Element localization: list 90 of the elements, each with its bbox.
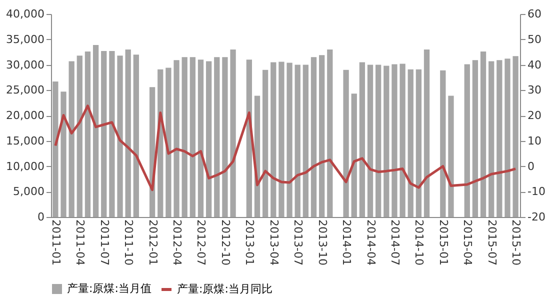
y2-tick-label: 30 (528, 84, 542, 97)
bar (117, 56, 123, 217)
bar (359, 62, 366, 217)
y2-tick-label: 0 (528, 160, 534, 173)
bar (206, 61, 212, 217)
bar (52, 82, 58, 217)
x-tick-label: 2011-10 (122, 220, 136, 266)
x-tick-label: 2014-07 (388, 220, 402, 266)
y-tick-label: 30,000 (6, 58, 44, 72)
y2-tick-label: -10 (528, 185, 546, 198)
x-tick-label: 2011-01 (49, 220, 62, 266)
y-tick-label: 10,000 (6, 160, 44, 173)
bar (125, 50, 131, 217)
x-tick-label: 2015-01 (436, 220, 450, 266)
bar (472, 60, 478, 217)
y-tick-label: 0 (38, 210, 44, 224)
bar (416, 69, 422, 217)
y-tick-label: 40,000 (6, 8, 44, 20)
bar (327, 50, 333, 217)
bar (262, 70, 268, 217)
bar (302, 64, 309, 217)
bar (166, 68, 172, 217)
bar (448, 96, 454, 217)
bar (174, 60, 180, 217)
bar (60, 92, 66, 217)
y-tick-label: 25,000 (6, 84, 44, 97)
x-tick-label: 2011-04 (74, 220, 87, 266)
bar (512, 56, 518, 217)
bar (440, 70, 446, 217)
bar (84, 52, 91, 217)
bar (133, 54, 139, 217)
bar (319, 55, 325, 217)
y-tick-label: 5,000 (13, 185, 44, 198)
bar (76, 56, 82, 217)
bar (190, 57, 196, 217)
x-tick-label: 2013-01 (243, 220, 256, 266)
bar (230, 50, 236, 217)
bar (343, 70, 349, 217)
y-tick-label: 15,000 (6, 134, 44, 148)
bar (222, 57, 228, 217)
x-tick-label: 2014-04 (364, 220, 378, 266)
x-tick-label: 2012-07 (194, 220, 208, 266)
bar (376, 64, 382, 217)
y2-tick-label: 10 (528, 134, 542, 148)
bar (101, 51, 107, 217)
bar (408, 69, 414, 217)
y2-tick-label: 50 (528, 32, 542, 46)
bar (294, 64, 300, 217)
bar (384, 66, 390, 217)
bar (214, 57, 220, 217)
bar (464, 64, 470, 217)
x-tick-label: 2011-07 (98, 220, 111, 266)
x-tick-label: 2015-04 (461, 220, 474, 266)
bar (351, 94, 357, 217)
y2-tick-label: 60 (528, 8, 542, 20)
bar (488, 61, 494, 217)
x-tick-label: 2013-04 (267, 220, 280, 266)
x-tick-label: 2014-10 (412, 220, 426, 266)
legend-label: 产量:原煤:当月同比 (177, 282, 272, 296)
bar (68, 61, 74, 217)
bar (310, 57, 317, 217)
bar (278, 62, 284, 217)
bar (198, 60, 204, 217)
line-series (54, 104, 517, 192)
x-tick-label: 2012-10 (218, 220, 232, 266)
x-tick-label: 2014-01 (340, 220, 354, 266)
bar (92, 44, 99, 217)
y-tick-label: 20,000 (6, 109, 44, 122)
bar (400, 64, 406, 217)
x-tick-label: 2012-01 (146, 220, 160, 266)
x-tick-label: 2015-10 (510, 220, 523, 266)
bar (270, 62, 276, 217)
bar (367, 64, 374, 217)
y2-tick-label: 40 (528, 58, 542, 72)
y-tick-label: 35,000 (6, 32, 44, 46)
y2-tick-label: -20 (528, 210, 546, 224)
bar (286, 62, 292, 217)
bar (480, 52, 486, 217)
bar (504, 58, 510, 217)
bar (496, 60, 502, 217)
x-tick-label: 2013-07 (292, 220, 305, 266)
bar (109, 51, 115, 217)
x-tick-label: 2015-07 (485, 220, 498, 266)
bar (424, 50, 430, 217)
x-tick-label: 2013-10 (316, 220, 329, 266)
bar (182, 57, 188, 217)
bar (392, 64, 398, 217)
y2-tick-label: 20 (528, 109, 542, 122)
legend-label: 产量:原煤:当月值 (67, 282, 152, 295)
x-tick-label: 2012-04 (170, 220, 184, 266)
